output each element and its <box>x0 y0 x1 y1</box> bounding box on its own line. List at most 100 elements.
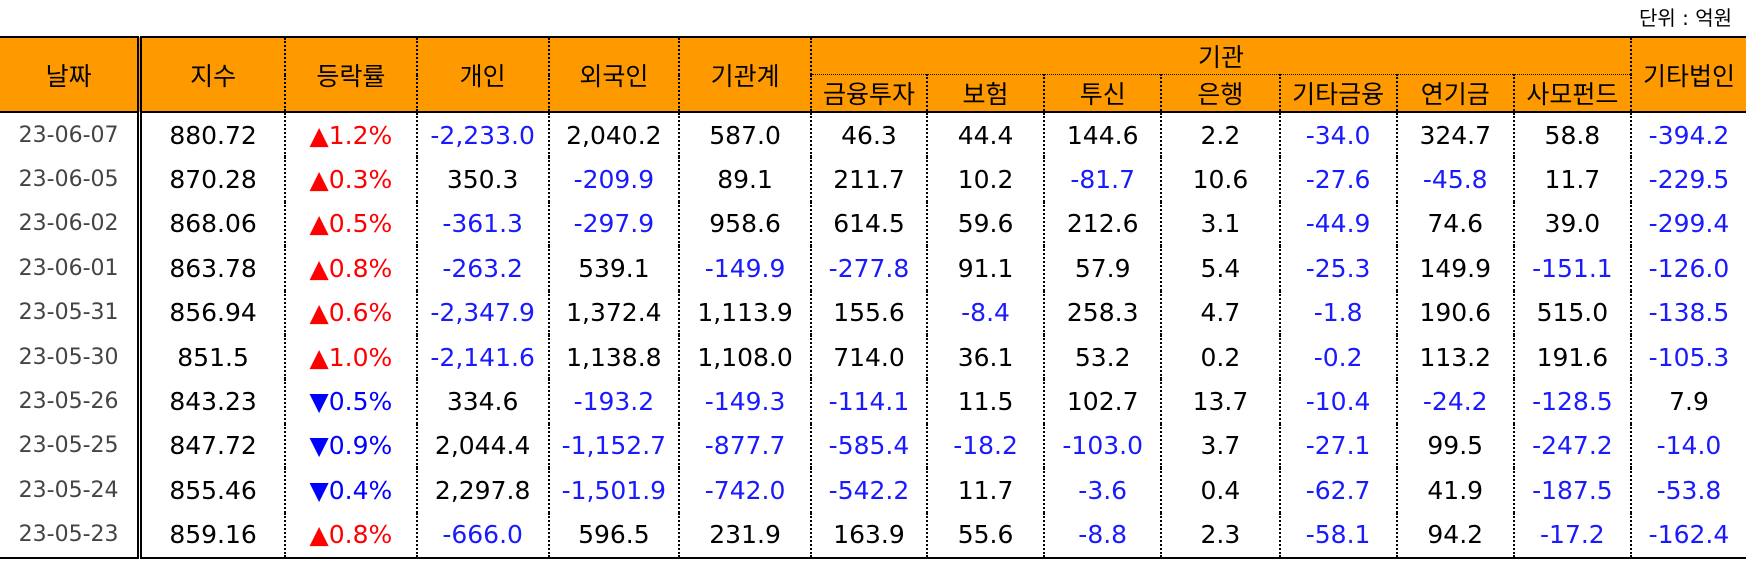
change-value: 0.8% <box>328 253 393 283</box>
other-finance-cell: -27.6 <box>1278 157 1397 202</box>
individual-cell: -263.2 <box>415 246 549 291</box>
private-fund-cell: 515.0 <box>1512 290 1631 335</box>
individual-cell: -666.0 <box>415 512 549 559</box>
bank-cell: 2.3 <box>1160 512 1280 559</box>
pension-cell: 94.2 <box>1395 512 1514 559</box>
foreign-cell: -1,152.7 <box>547 423 680 469</box>
table-row: 23-05-30 851.5 ▲1.0% -2,141.6 1,138.8 1,108.0… <box>0 334 1746 380</box>
bank-cell: 3.7 <box>1160 423 1280 469</box>
private-fund-cell: 58.8 <box>1512 110 1631 158</box>
date-cell: 23-06-02 <box>0 201 143 247</box>
private-fund-cell: -187.5 <box>1512 468 1631 513</box>
change-cell: ▲0.5% <box>283 201 417 247</box>
header-row-sub: 금융투자 보험 투신 은행 기타금융 연기금 사모펀드 <box>0 74 1746 112</box>
index-cell: 880.72 <box>139 110 285 158</box>
header-index: 지수 <box>139 36 285 112</box>
triangle-up-icon: ▲ <box>309 165 329 195</box>
other-corp-cell: -14.0 <box>1629 423 1746 469</box>
financial-invest-cell: 155.6 <box>809 290 927 335</box>
trust-cell: 144.6 <box>1043 110 1162 158</box>
trust-cell: 102.7 <box>1043 379 1162 424</box>
header-sub-other-finance: 기타금융 <box>1278 74 1397 112</box>
insurance-cell: 36.1 <box>925 334 1045 380</box>
private-fund-cell: -128.5 <box>1512 379 1631 424</box>
triangle-up-icon: ▲ <box>309 298 329 328</box>
individual-cell: 2,044.4 <box>415 423 549 469</box>
private-fund-cell: 11.7 <box>1512 157 1631 202</box>
trust-cell: 258.3 <box>1043 290 1162 335</box>
other-finance-cell: -44.9 <box>1278 201 1397 247</box>
institution-total-cell: -742.0 <box>678 468 811 513</box>
index-cell: 870.28 <box>169 165 257 195</box>
pension-cell: 74.6 <box>1395 201 1514 247</box>
change-value: 0.5% <box>328 387 393 417</box>
bank-cell: 4.7 <box>1160 290 1280 335</box>
other-corp-cell: -105.3 <box>1629 334 1746 380</box>
triangle-up-icon: ▲ <box>309 342 329 372</box>
header-individual: 개인 <box>415 36 549 112</box>
other-finance-cell: -62.7 <box>1278 468 1397 513</box>
change-cell: ▲0.6% <box>283 290 417 335</box>
change-value: 0.5% <box>328 209 393 239</box>
pension-cell: 324.7 <box>1395 110 1514 158</box>
change-value: 0.4% <box>328 475 393 505</box>
financial-invest-cell: 211.7 <box>809 157 927 202</box>
change-value: 0.9% <box>328 431 393 461</box>
institution-total-cell: -149.3 <box>678 379 811 424</box>
triangle-down-icon: ▼ <box>309 475 329 505</box>
table-row: 23-05-31 856.94 ▲0.6% -2,347.9 1,372.4 1,113.… <box>0 290 1746 335</box>
bank-cell: 0.2 <box>1160 334 1280 380</box>
change-value: 0.6% <box>328 298 393 328</box>
header-institution-total: 기관계 <box>678 36 811 112</box>
table-row: 23-06-05 870.28 ▲0.3% 350.3 -209.9 89.1 211.7 1… <box>0 157 1746 202</box>
change-value: 0.3% <box>328 165 393 195</box>
private-fund-cell: 39.0 <box>1512 201 1631 247</box>
bank-cell: 5.4 <box>1160 246 1280 291</box>
header-other-corp: 기타법인 <box>1629 36 1746 112</box>
other-corp-cell: -162.4 <box>1629 512 1746 559</box>
index-cell: 859.16 <box>139 512 285 559</box>
index-cell: 863.78 <box>169 253 257 283</box>
foreign-cell: -209.9 <box>547 157 680 202</box>
financial-invest-cell: 714.0 <box>809 334 927 380</box>
trust-cell: -81.7 <box>1043 157 1162 202</box>
private-fund-cell: 191.6 <box>1512 334 1631 380</box>
date-cell: 23-06-01 <box>0 246 143 291</box>
header-sub-trust: 투신 <box>1043 74 1162 112</box>
individual-cell: -2,141.6 <box>415 334 549 380</box>
pension-cell: -24.2 <box>1395 379 1514 424</box>
change-value: 1.2% <box>328 120 393 150</box>
header-sub-financial-invest: 금융투자 <box>809 74 927 112</box>
other-corp-cell: -53.8 <box>1629 468 1746 513</box>
financial-invest-cell: -542.2 <box>809 468 927 513</box>
institution-total-cell: 231.9 <box>678 512 811 559</box>
financial-invest-cell: -114.1 <box>809 379 927 424</box>
date-cell: 23-06-05 <box>0 157 143 202</box>
insurance-cell: 59.6 <box>925 201 1045 247</box>
foreign-cell: 1,372.4 <box>547 290 680 335</box>
table-row: 23-05-24 855.46 ▼0.4% 2,297.8 -1,501.9 -742.0… <box>0 468 1746 513</box>
financial-invest-cell: 163.9 <box>809 512 927 559</box>
private-fund-cell: -17.2 <box>1512 512 1631 559</box>
trust-cell: -8.8 <box>1043 512 1162 559</box>
financial-invest-cell: 46.3 <box>809 110 927 158</box>
other-corp-cell: 7.9 <box>1629 379 1746 424</box>
other-finance-cell: -1.8 <box>1278 290 1397 335</box>
change-cell: ▲0.8% <box>283 246 417 291</box>
change-cell: ▲1.0% <box>283 334 417 380</box>
foreign-cell: 539.1 <box>547 246 680 291</box>
foreign-cell: -297.9 <box>547 201 680 247</box>
individual-cell: 334.6 <box>415 379 549 424</box>
header-sub-pension: 연기금 <box>1395 74 1514 112</box>
change-cell: ▼0.4% <box>283 468 417 513</box>
date-cell: 23-05-23 <box>0 512 143 559</box>
table-row: 23-06-07 880.72 ▲1.2% -2,233.0 2,040.2 587.0 4… <box>0 110 1746 158</box>
insurance-cell: 10.2 <box>925 157 1045 202</box>
triangle-up-icon: ▲ <box>309 120 329 150</box>
bank-cell: 13.7 <box>1160 379 1280 424</box>
triangle-down-icon: ▼ <box>309 387 329 417</box>
index-cell: 868.06 <box>169 209 257 239</box>
pension-cell: 149.9 <box>1395 246 1514 291</box>
financial-invest-cell: -277.8 <box>809 246 927 291</box>
institution-total-cell: 958.6 <box>678 201 811 247</box>
